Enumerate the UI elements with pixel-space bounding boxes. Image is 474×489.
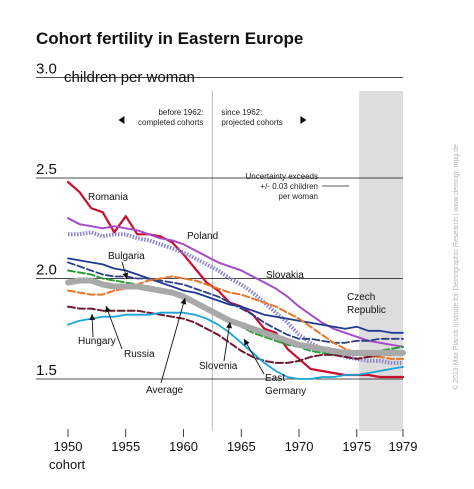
arrowhead-icon [180, 298, 187, 305]
y-axis-label: children per woman [64, 69, 195, 86]
series-label-romania: Romania [88, 192, 128, 203]
uncertainty-note: per woman [278, 192, 318, 201]
uncertainty-region [359, 91, 403, 431]
x-tick-label: 1955 [111, 439, 140, 454]
series-label-poland: Poland [187, 231, 218, 242]
x-tick-label: 1960 [169, 439, 198, 454]
series-label-czech-republic: Czech [347, 292, 375, 303]
series-label-east-germany: East [265, 373, 285, 384]
y-gridlines [36, 77, 403, 380]
x-axis-ticks: 1950 1955 1960 1965 1970 1975 1979 [54, 429, 418, 454]
y-tick-label: 1.5 [36, 362, 57, 379]
series-label-russia: Russia [124, 349, 155, 360]
series-label-hungary: Hungary [78, 336, 116, 347]
y-tick-label: 3.0 [36, 61, 57, 78]
x-tick-label: 1965 [227, 439, 256, 454]
arrowhead-icon [89, 314, 96, 321]
series-label-slovenia: Slovenia [199, 361, 238, 372]
label-pointer-line [243, 338, 265, 375]
right-arrow-icon [300, 116, 307, 124]
label-pointers [89, 261, 265, 384]
x-axis-label: cohort [49, 457, 86, 472]
arrowhead-icon [226, 322, 233, 329]
x-tick-label: 1979 [389, 439, 418, 454]
series-label-czech-republic: Republic [347, 305, 386, 316]
x-tick-label: 1970 [285, 439, 314, 454]
series-line-east-germany [67, 311, 404, 380]
label-pointer-line [105, 305, 123, 350]
arrowhead-icon [244, 339, 250, 346]
series-line-russia [67, 305, 404, 364]
credit-text: © 2013 Max Planck Institute for Demograp… [452, 144, 460, 390]
divider-right-note: since 1962: [221, 108, 262, 117]
series-label-slovakia: Slovakia [266, 270, 304, 281]
label-pointer-line [223, 321, 231, 362]
series-label-average: Average [146, 385, 184, 396]
y-tick-label: 2.5 [36, 161, 57, 178]
divider-annotations: before 1962:completed cohorts since 1962:… [118, 108, 307, 127]
series-line-average [65, 277, 406, 356]
x-tick-label: 1950 [54, 439, 83, 454]
divider-left-note: completed cohorts [138, 118, 203, 127]
uncertainty-note: Uncertainty exceeds [246, 172, 318, 181]
label-pointer-line [160, 297, 186, 384]
uncertainty-annotation: Uncertainty exceeds+/- 0.03 childrenper … [246, 172, 349, 201]
arrowhead-icon [105, 306, 111, 313]
x-tick-label: 1975 [342, 439, 371, 454]
series-line-slovakia [67, 217, 404, 348]
series-label-east-germany: Germany [265, 386, 306, 397]
divider-left-note: before 1962: [158, 108, 203, 117]
y-tick-label: 2.0 [36, 262, 57, 279]
series-lines [65, 180, 406, 380]
arrowhead-icon [122, 272, 129, 279]
series-labels: Romania Poland Bulgaria Slovakia Czech Republ… [78, 192, 386, 397]
divider-right-note: projected cohorts [221, 118, 282, 127]
chart-title: Cohort fertility in Eastern Europe [36, 29, 303, 48]
series-line-bulgaria [67, 261, 404, 344]
left-arrow-icon [118, 116, 125, 124]
y-axis-ticks: 3.0 2.5 2.0 1.5 [36, 61, 57, 380]
uncertainty-note: +/- 0.03 children [260, 182, 318, 191]
series-label-bulgaria: Bulgaria [108, 251, 145, 262]
